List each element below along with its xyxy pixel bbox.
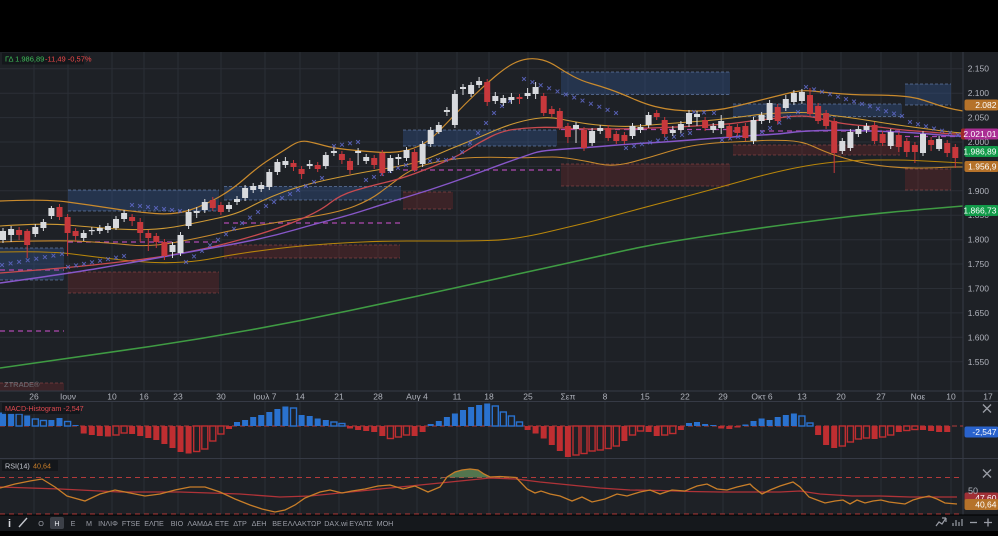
svg-text:ΒΕ: ΒΕ (272, 519, 282, 528)
svg-text:10: 10 (946, 392, 956, 402)
svg-text:11: 11 (453, 392, 462, 402)
svg-text:ΕΤΕ: ΕΤΕ (215, 519, 229, 528)
svg-text:25: 25 (523, 392, 533, 402)
svg-text:-11,49 -0,57%: -11,49 -0,57% (45, 55, 92, 64)
svg-text:40,64: 40,64 (33, 462, 51, 471)
svg-text:2.021,01: 2.021,01 (963, 129, 996, 139)
svg-text:17: 17 (983, 392, 993, 402)
svg-text:1.900: 1.900 (968, 186, 990, 196)
svg-text:Ιουν: Ιουν (60, 392, 76, 402)
svg-text:30: 30 (216, 392, 226, 402)
svg-text:Ε: Ε (71, 519, 76, 528)
svg-text:2.150: 2.150 (968, 64, 990, 74)
svg-text:23: 23 (173, 392, 183, 402)
svg-text:ΕΛΠΕ: ΕΛΠΕ (144, 519, 164, 528)
svg-text:ΔΤΡ: ΔΤΡ (233, 519, 247, 528)
svg-text:Ο: Ο (38, 519, 44, 528)
svg-text:MACD-Histogram -2,547: MACD-Histogram -2,547 (5, 404, 84, 413)
svg-text:Νοε: Νοε (911, 392, 926, 402)
svg-text:ΒΙΟ: ΒΙΟ (171, 519, 184, 528)
svg-text:1.866,73: 1.866,73 (963, 206, 996, 216)
svg-text:21: 21 (334, 392, 344, 402)
svg-text:Η: Η (54, 519, 59, 528)
svg-text:27: 27 (876, 392, 886, 402)
svg-text:40,64: 40,64 (975, 500, 997, 510)
svg-text:8: 8 (603, 392, 608, 402)
svg-text:Ιουλ 7: Ιουλ 7 (253, 392, 276, 402)
svg-text:i: i (8, 518, 11, 530)
svg-text:16: 16 (139, 392, 149, 402)
svg-text:1.750: 1.750 (968, 259, 990, 269)
svg-text:1.800: 1.800 (968, 235, 990, 245)
svg-text:Μ: Μ (86, 519, 92, 528)
svg-text:ΕΛΛΑΚΤΩΡ: ΕΛΛΑΚΤΩΡ (283, 519, 322, 528)
svg-text:10: 10 (107, 392, 117, 402)
svg-text:1.986,89: 1.986,89 (963, 147, 996, 157)
svg-text:FTSE: FTSE (122, 519, 141, 528)
svg-text:1.650: 1.650 (968, 308, 990, 318)
svg-text:Αυγ 4: Αυγ 4 (406, 392, 428, 402)
svg-text:18: 18 (484, 392, 494, 402)
svg-text:ΓΔ 1.986,89: ΓΔ 1.986,89 (5, 55, 44, 64)
svg-text:ΙΝΛΙΦ: ΙΝΛΙΦ (98, 519, 118, 528)
svg-text:ΜΟΗ: ΜΟΗ (377, 519, 394, 528)
svg-text:2.050: 2.050 (968, 113, 990, 123)
svg-text:13: 13 (797, 392, 807, 402)
svg-text:2.100: 2.100 (968, 88, 990, 98)
svg-text:20: 20 (836, 392, 846, 402)
svg-text:1.600: 1.600 (968, 332, 990, 342)
svg-text:26: 26 (29, 392, 39, 402)
svg-text:ZTRADE®: ZTRADE® (4, 380, 40, 389)
svg-text:1.956,9: 1.956,9 (968, 162, 997, 172)
svg-text:ΕΥΑΠΣ: ΕΥΑΠΣ (349, 519, 373, 528)
svg-text:DAX.wi: DAX.wi (324, 519, 348, 528)
svg-text:2.082: 2.082 (975, 100, 997, 110)
svg-text:29: 29 (718, 392, 728, 402)
svg-text:Οκτ 6: Οκτ 6 (751, 392, 773, 402)
svg-text:15: 15 (640, 392, 650, 402)
svg-text:50: 50 (968, 486, 978, 496)
svg-text:1.550: 1.550 (968, 357, 990, 367)
svg-text:ΔΕΗ: ΔΕΗ (252, 519, 267, 528)
svg-text:28: 28 (373, 392, 383, 402)
svg-text:Σεπ: Σεπ (561, 392, 576, 402)
svg-text:14: 14 (295, 392, 305, 402)
svg-text:1.700: 1.700 (968, 284, 990, 294)
svg-text:-2,547: -2,547 (972, 427, 996, 437)
svg-text:ΛΑΜΔΑ: ΛΑΜΔΑ (187, 519, 212, 528)
svg-text:22: 22 (680, 392, 690, 402)
svg-text:RSI(14): RSI(14) (5, 462, 30, 471)
